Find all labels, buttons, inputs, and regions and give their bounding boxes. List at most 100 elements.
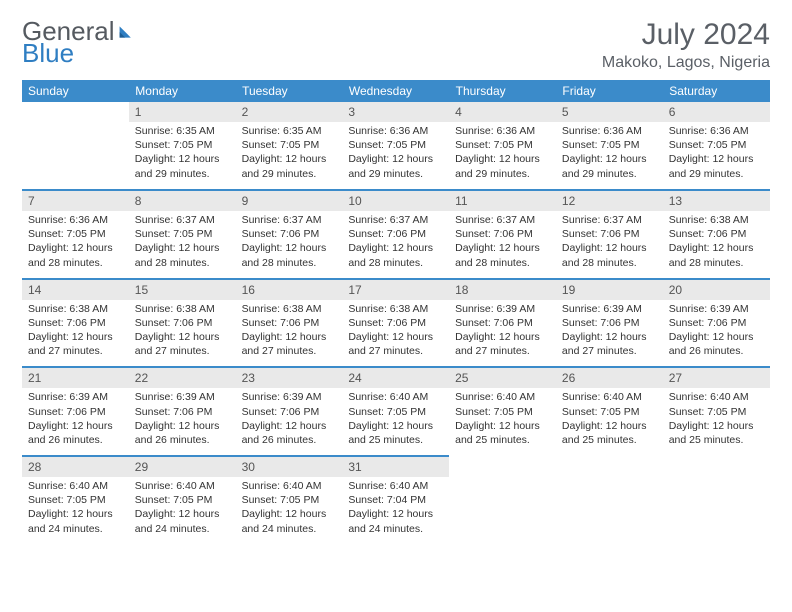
day-number: 19	[556, 280, 663, 300]
daylight-text: Daylight: 12 hours	[455, 152, 550, 166]
daylight-text: Daylight: 12 hours	[242, 507, 337, 521]
calendar-cell: 8Sunrise: 6:37 AMSunset: 7:05 PMDaylight…	[129, 190, 236, 279]
daylight-text: and 26 minutes.	[669, 344, 764, 358]
calendar-cell: 6Sunrise: 6:36 AMSunset: 7:05 PMDaylight…	[663, 102, 770, 190]
calendar-cell: 26Sunrise: 6:40 AMSunset: 7:05 PMDayligh…	[556, 367, 663, 456]
day-number: 24	[342, 368, 449, 388]
daylight-text: and 24 minutes.	[135, 522, 230, 536]
calendar-cell: 16Sunrise: 6:38 AMSunset: 7:06 PMDayligh…	[236, 279, 343, 368]
day-number: 2	[236, 102, 343, 122]
day-number: 11	[449, 191, 556, 211]
calendar-cell	[556, 456, 663, 544]
sunset-text: Sunset: 7:05 PM	[669, 405, 764, 419]
daylight-text: and 28 minutes.	[135, 256, 230, 270]
weekday-header: Friday	[556, 80, 663, 102]
weekday-header-row: Sunday Monday Tuesday Wednesday Thursday…	[22, 80, 770, 102]
calendar-week-row: 1Sunrise: 6:35 AMSunset: 7:05 PMDaylight…	[22, 102, 770, 190]
calendar-cell: 17Sunrise: 6:38 AMSunset: 7:06 PMDayligh…	[342, 279, 449, 368]
day-details: Sunrise: 6:39 AMSunset: 7:06 PMDaylight:…	[129, 388, 236, 455]
sunset-text: Sunset: 7:06 PM	[669, 316, 764, 330]
day-details: Sunrise: 6:37 AMSunset: 7:06 PMDaylight:…	[342, 211, 449, 278]
sunset-text: Sunset: 7:05 PM	[669, 138, 764, 152]
day-details: Sunrise: 6:39 AMSunset: 7:06 PMDaylight:…	[236, 388, 343, 455]
sunrise-text: Sunrise: 6:37 AM	[562, 213, 657, 227]
day-details: Sunrise: 6:36 AMSunset: 7:05 PMDaylight:…	[556, 122, 663, 189]
day-number: 13	[663, 191, 770, 211]
page-header: GeneralBlue July 2024 Makoko, Lagos, Nig…	[22, 18, 770, 72]
sunrise-text: Sunrise: 6:39 AM	[669, 302, 764, 316]
daylight-text: and 25 minutes.	[562, 433, 657, 447]
day-details: Sunrise: 6:39 AMSunset: 7:06 PMDaylight:…	[22, 388, 129, 455]
daylight-text: and 26 minutes.	[28, 433, 123, 447]
day-number: 21	[22, 368, 129, 388]
daylight-text: and 29 minutes.	[135, 167, 230, 181]
calendar-cell: 22Sunrise: 6:39 AMSunset: 7:06 PMDayligh…	[129, 367, 236, 456]
daylight-text: and 29 minutes.	[455, 167, 550, 181]
sunrise-text: Sunrise: 6:37 AM	[348, 213, 443, 227]
daylight-text: Daylight: 12 hours	[28, 241, 123, 255]
daylight-text: Daylight: 12 hours	[242, 419, 337, 433]
day-details: Sunrise: 6:39 AMSunset: 7:06 PMDaylight:…	[556, 300, 663, 367]
calendar-cell: 23Sunrise: 6:39 AMSunset: 7:06 PMDayligh…	[236, 367, 343, 456]
sunset-text: Sunset: 7:05 PM	[455, 405, 550, 419]
day-details: Sunrise: 6:37 AMSunset: 7:05 PMDaylight:…	[129, 211, 236, 278]
day-number: 10	[342, 191, 449, 211]
daylight-text: Daylight: 12 hours	[348, 152, 443, 166]
day-details: Sunrise: 6:38 AMSunset: 7:06 PMDaylight:…	[663, 211, 770, 278]
daylight-text: and 27 minutes.	[455, 344, 550, 358]
sunset-text: Sunset: 7:06 PM	[348, 227, 443, 241]
sunset-text: Sunset: 7:06 PM	[242, 405, 337, 419]
daylight-text: and 28 minutes.	[28, 256, 123, 270]
day-details: Sunrise: 6:40 AMSunset: 7:04 PMDaylight:…	[342, 477, 449, 544]
sunrise-text: Sunrise: 6:38 AM	[242, 302, 337, 316]
sunrise-text: Sunrise: 6:40 AM	[135, 479, 230, 493]
calendar-cell: 15Sunrise: 6:38 AMSunset: 7:06 PMDayligh…	[129, 279, 236, 368]
daylight-text: and 28 minutes.	[669, 256, 764, 270]
sunrise-text: Sunrise: 6:36 AM	[28, 213, 123, 227]
daylight-text: and 28 minutes.	[562, 256, 657, 270]
daylight-text: and 25 minutes.	[348, 433, 443, 447]
daylight-text: Daylight: 12 hours	[135, 152, 230, 166]
daylight-text: and 28 minutes.	[242, 256, 337, 270]
daylight-text: Daylight: 12 hours	[562, 330, 657, 344]
day-number: 7	[22, 191, 129, 211]
daylight-text: Daylight: 12 hours	[669, 152, 764, 166]
daylight-text: Daylight: 12 hours	[455, 241, 550, 255]
day-number: 15	[129, 280, 236, 300]
calendar-week-row: 7Sunrise: 6:36 AMSunset: 7:05 PMDaylight…	[22, 190, 770, 279]
calendar-cell: 11Sunrise: 6:37 AMSunset: 7:06 PMDayligh…	[449, 190, 556, 279]
calendar-cell	[663, 456, 770, 544]
weekday-header: Thursday	[449, 80, 556, 102]
day-number: 16	[236, 280, 343, 300]
daylight-text: Daylight: 12 hours	[135, 419, 230, 433]
sunrise-text: Sunrise: 6:37 AM	[455, 213, 550, 227]
day-details: Sunrise: 6:40 AMSunset: 7:05 PMDaylight:…	[449, 388, 556, 455]
sunset-text: Sunset: 7:05 PM	[455, 138, 550, 152]
day-details: Sunrise: 6:38 AMSunset: 7:06 PMDaylight:…	[342, 300, 449, 367]
calendar-cell: 5Sunrise: 6:36 AMSunset: 7:05 PMDaylight…	[556, 102, 663, 190]
daylight-text: and 27 minutes.	[562, 344, 657, 358]
sunset-text: Sunset: 7:06 PM	[135, 316, 230, 330]
day-details: Sunrise: 6:40 AMSunset: 7:05 PMDaylight:…	[342, 388, 449, 455]
weekday-header: Monday	[129, 80, 236, 102]
sunset-text: Sunset: 7:06 PM	[135, 405, 230, 419]
daylight-text: and 26 minutes.	[242, 433, 337, 447]
sunset-text: Sunset: 7:04 PM	[348, 493, 443, 507]
day-number: 22	[129, 368, 236, 388]
calendar-cell: 12Sunrise: 6:37 AMSunset: 7:06 PMDayligh…	[556, 190, 663, 279]
sunrise-text: Sunrise: 6:40 AM	[562, 390, 657, 404]
sunset-text: Sunset: 7:05 PM	[562, 138, 657, 152]
day-details: Sunrise: 6:40 AMSunset: 7:05 PMDaylight:…	[236, 477, 343, 544]
calendar-table: Sunday Monday Tuesday Wednesday Thursday…	[22, 80, 770, 544]
calendar-cell: 21Sunrise: 6:39 AMSunset: 7:06 PMDayligh…	[22, 367, 129, 456]
sunset-text: Sunset: 7:05 PM	[242, 138, 337, 152]
sunrise-text: Sunrise: 6:40 AM	[669, 390, 764, 404]
day-details: Sunrise: 6:37 AMSunset: 7:06 PMDaylight:…	[236, 211, 343, 278]
sunset-text: Sunset: 7:05 PM	[135, 138, 230, 152]
day-number: 5	[556, 102, 663, 122]
month-title: July 2024	[602, 18, 770, 52]
sunrise-text: Sunrise: 6:35 AM	[135, 124, 230, 138]
sunset-text: Sunset: 7:06 PM	[562, 316, 657, 330]
day-number: 4	[449, 102, 556, 122]
daylight-text: and 29 minutes.	[669, 167, 764, 181]
